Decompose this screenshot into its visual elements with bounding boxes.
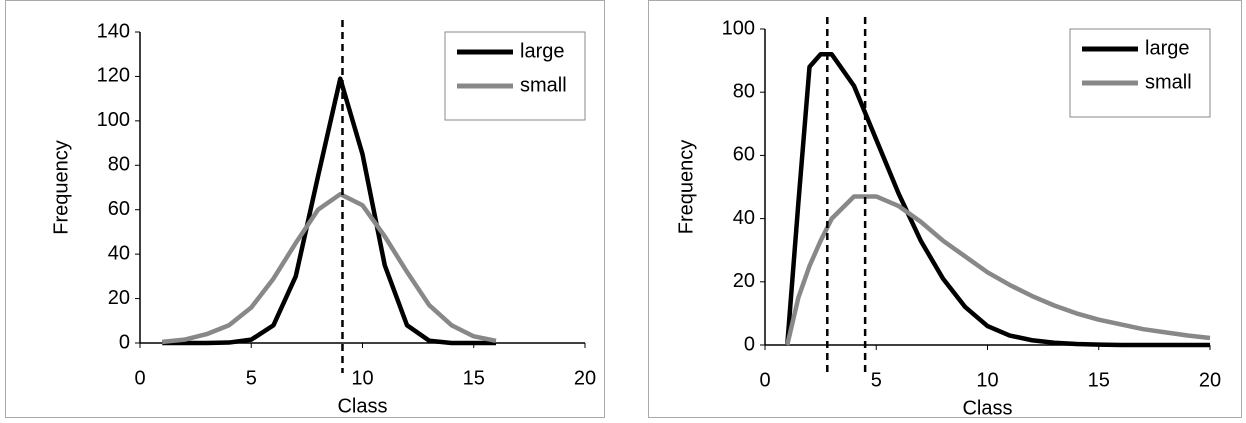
x-tick-label: 15 <box>1088 369 1110 391</box>
y-tick-label: 0 <box>119 331 130 353</box>
y-tick-label: 0 <box>744 333 755 355</box>
chart-border <box>5 0 605 418</box>
y-tick-label: 80 <box>108 154 130 176</box>
y-tick-label: 120 <box>97 65 130 87</box>
legend-label: large <box>1145 37 1189 59</box>
x-tick-label: 0 <box>134 367 145 389</box>
series-line <box>785 194 1211 346</box>
x-tick-label: 15 <box>463 367 485 389</box>
y-axis-label: Frequency <box>50 140 72 235</box>
y-tick-label: 100 <box>722 17 755 39</box>
y-tick-label: 80 <box>733 80 755 102</box>
y-tick-label: 40 <box>733 207 755 229</box>
chart-border <box>648 0 1242 418</box>
chart: 0 20 40 60 80 100 0 5 10 15 20 Class Frequency large s… <box>648 0 1242 418</box>
x-tick-label: 5 <box>246 367 257 389</box>
x-axis-label: Class <box>962 397 1012 418</box>
chart: 0 20 40 60 80 100 120 140 0 5 10 15 20 Class Frequency… <box>5 0 605 418</box>
y-tick-label: 60 <box>733 144 755 166</box>
legend-label: small <box>520 74 567 96</box>
legend-label: large <box>520 40 564 62</box>
x-tick-label: 0 <box>759 369 770 391</box>
y-tick-label: 20 <box>108 287 130 309</box>
x-tick-label: 20 <box>574 367 596 389</box>
x-tick-label: 5 <box>871 369 882 391</box>
y-tick-label: 140 <box>97 20 130 42</box>
x-tick-label: 10 <box>351 367 373 389</box>
y-tick-label: 60 <box>108 198 130 220</box>
y-tick-label: 100 <box>97 109 130 131</box>
legend-label: small <box>1145 71 1192 93</box>
series-line <box>162 76 496 346</box>
y-tick-label: 20 <box>733 270 755 292</box>
x-axis-label: Class <box>337 395 387 417</box>
y-tick-label: 40 <box>108 242 130 264</box>
x-tick-label: 10 <box>976 369 998 391</box>
x-tick-label: 20 <box>1199 369 1221 391</box>
legend-box <box>444 31 586 121</box>
y-axis-label: Frequency <box>675 140 697 235</box>
series-line <box>162 191 497 345</box>
legend-box <box>1069 28 1211 118</box>
